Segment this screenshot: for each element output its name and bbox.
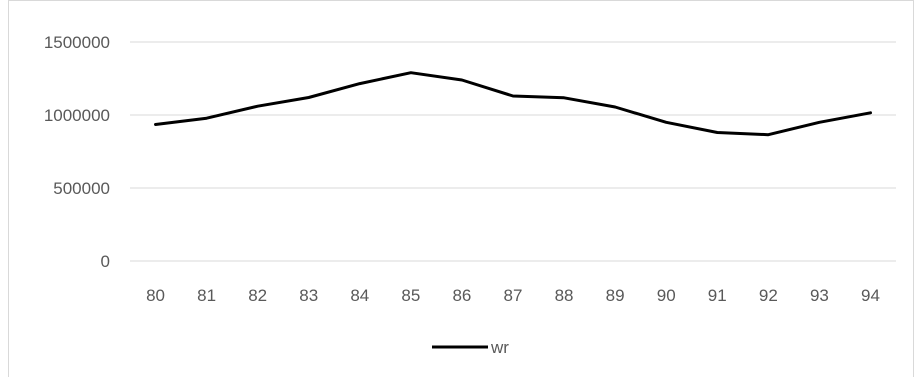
y-tick-label: 1500000: [44, 33, 110, 52]
data-point-wr-93: [818, 121, 820, 123]
series-layer: [154, 71, 872, 137]
y-tick-label: 0: [101, 252, 110, 271]
x-tick-label: 92: [759, 286, 778, 305]
x-tick-label: 84: [350, 286, 369, 305]
x-tick-label: 89: [606, 286, 625, 305]
legend-label-wr: wr: [490, 338, 509, 357]
x-tick-label: 90: [657, 286, 676, 305]
x-axis-ticks: 80 81 82 83 84 85 86 87 88 89 90 91 92 93 94: [146, 286, 880, 305]
data-point-wr-91: [716, 132, 718, 134]
x-tick-label: 81: [197, 286, 216, 305]
data-point-wr-88: [563, 97, 565, 99]
legend: wr: [432, 338, 509, 357]
gridlines: [130, 41, 896, 262]
x-tick-label: 94: [861, 286, 880, 305]
x-tick-label: 80: [146, 286, 165, 305]
x-tick-label: 87: [504, 286, 523, 305]
y-tick-label: 500000: [53, 179, 110, 198]
x-tick-label: 82: [248, 286, 267, 305]
x-tick-label: 86: [452, 286, 471, 305]
data-point-wr-83: [308, 96, 310, 98]
x-tick-label: 93: [810, 286, 829, 305]
y-tick-label: 1000000: [44, 106, 110, 125]
data-point-wr-85: [410, 72, 412, 74]
x-tick-label: 83: [299, 286, 318, 305]
x-tick-label: 85: [401, 286, 420, 305]
data-point-wr-87: [512, 95, 514, 97]
chart-frame: [8, 0, 914, 377]
y-axis-ticks: 0 500000 1000000 1500000: [44, 33, 110, 271]
data-point-wr-82: [257, 105, 259, 107]
data-point-wr-81: [206, 117, 208, 119]
data-point-wr-90: [665, 121, 667, 123]
data-point-wr-86: [461, 79, 463, 81]
x-tick-label: 91: [708, 286, 727, 305]
x-tick-label: 88: [555, 286, 574, 305]
data-point-wr-80: [155, 123, 157, 125]
data-point-wr-94: [869, 112, 871, 114]
series-line-wr: [154, 71, 872, 137]
data-point-wr-89: [614, 106, 616, 108]
data-point-wr-84: [359, 83, 361, 85]
data-point-wr-92: [767, 134, 769, 136]
